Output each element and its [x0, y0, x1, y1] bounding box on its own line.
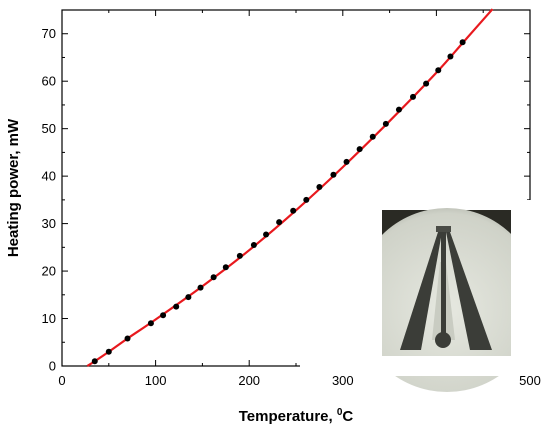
data-point — [236, 252, 243, 259]
x-axis-title-unit: C — [342, 408, 353, 425]
x-axis-title-sup: 0 — [337, 407, 343, 418]
x-tick-label: 500 — [519, 373, 541, 388]
data-point — [210, 274, 217, 281]
y-tick-label: 60 — [42, 74, 56, 89]
data-point — [276, 219, 283, 226]
data-point — [303, 196, 310, 203]
inset-mask-right — [511, 200, 550, 370]
data-point — [330, 171, 337, 178]
y-tick-label: 40 — [42, 169, 56, 184]
data-point — [459, 39, 466, 46]
data-point — [290, 207, 297, 214]
data-point — [124, 335, 131, 342]
x-tick-label: 300 — [332, 373, 354, 388]
data-point — [147, 320, 154, 327]
data-point — [356, 146, 363, 153]
inset-mask-bottom — [380, 356, 515, 376]
data-points — [91, 39, 466, 365]
data-point — [250, 241, 257, 248]
x-axis-title-text: Temperature, — [239, 408, 337, 425]
x-tick-label: 0 — [58, 373, 65, 388]
inset-photo — [300, 200, 550, 392]
heater-stem — [441, 228, 446, 340]
data-point — [91, 358, 98, 365]
data-point — [395, 106, 402, 113]
data-point — [105, 348, 112, 355]
inset-mask-left — [300, 200, 382, 370]
data-point — [369, 133, 376, 140]
y-axis-title: Heating power, mW — [5, 118, 22, 257]
y-tick-label: 10 — [42, 311, 56, 326]
x-axis-title: Temperature, 0C — [239, 407, 354, 425]
y-tick-label: 0 — [49, 359, 56, 374]
data-point — [423, 80, 430, 87]
data-point — [382, 120, 389, 127]
data-point — [160, 312, 167, 319]
y-axis-tick-labels: 0 10 20 30 40 50 60 70 — [42, 26, 56, 373]
heater-pad-left — [400, 232, 442, 350]
heater-top-contact — [436, 226, 451, 232]
y-tick-label: 20 — [42, 264, 56, 279]
x-tick-label: 100 — [145, 373, 167, 388]
data-point — [222, 264, 229, 271]
data-point — [343, 158, 350, 165]
data-point — [173, 303, 180, 310]
data-point — [410, 93, 416, 100]
data-point — [435, 67, 442, 74]
data-point — [197, 284, 204, 291]
data-point — [447, 53, 454, 60]
data-point — [263, 231, 270, 238]
data-point — [316, 184, 323, 191]
x-tick-label: 200 — [238, 373, 260, 388]
y-tick-label: 70 — [42, 26, 56, 41]
heater-bulb — [435, 332, 451, 348]
data-point — [185, 294, 192, 301]
y-tick-label: 50 — [42, 121, 56, 136]
y-tick-label: 30 — [42, 216, 56, 231]
heater-pad-right — [446, 232, 492, 350]
